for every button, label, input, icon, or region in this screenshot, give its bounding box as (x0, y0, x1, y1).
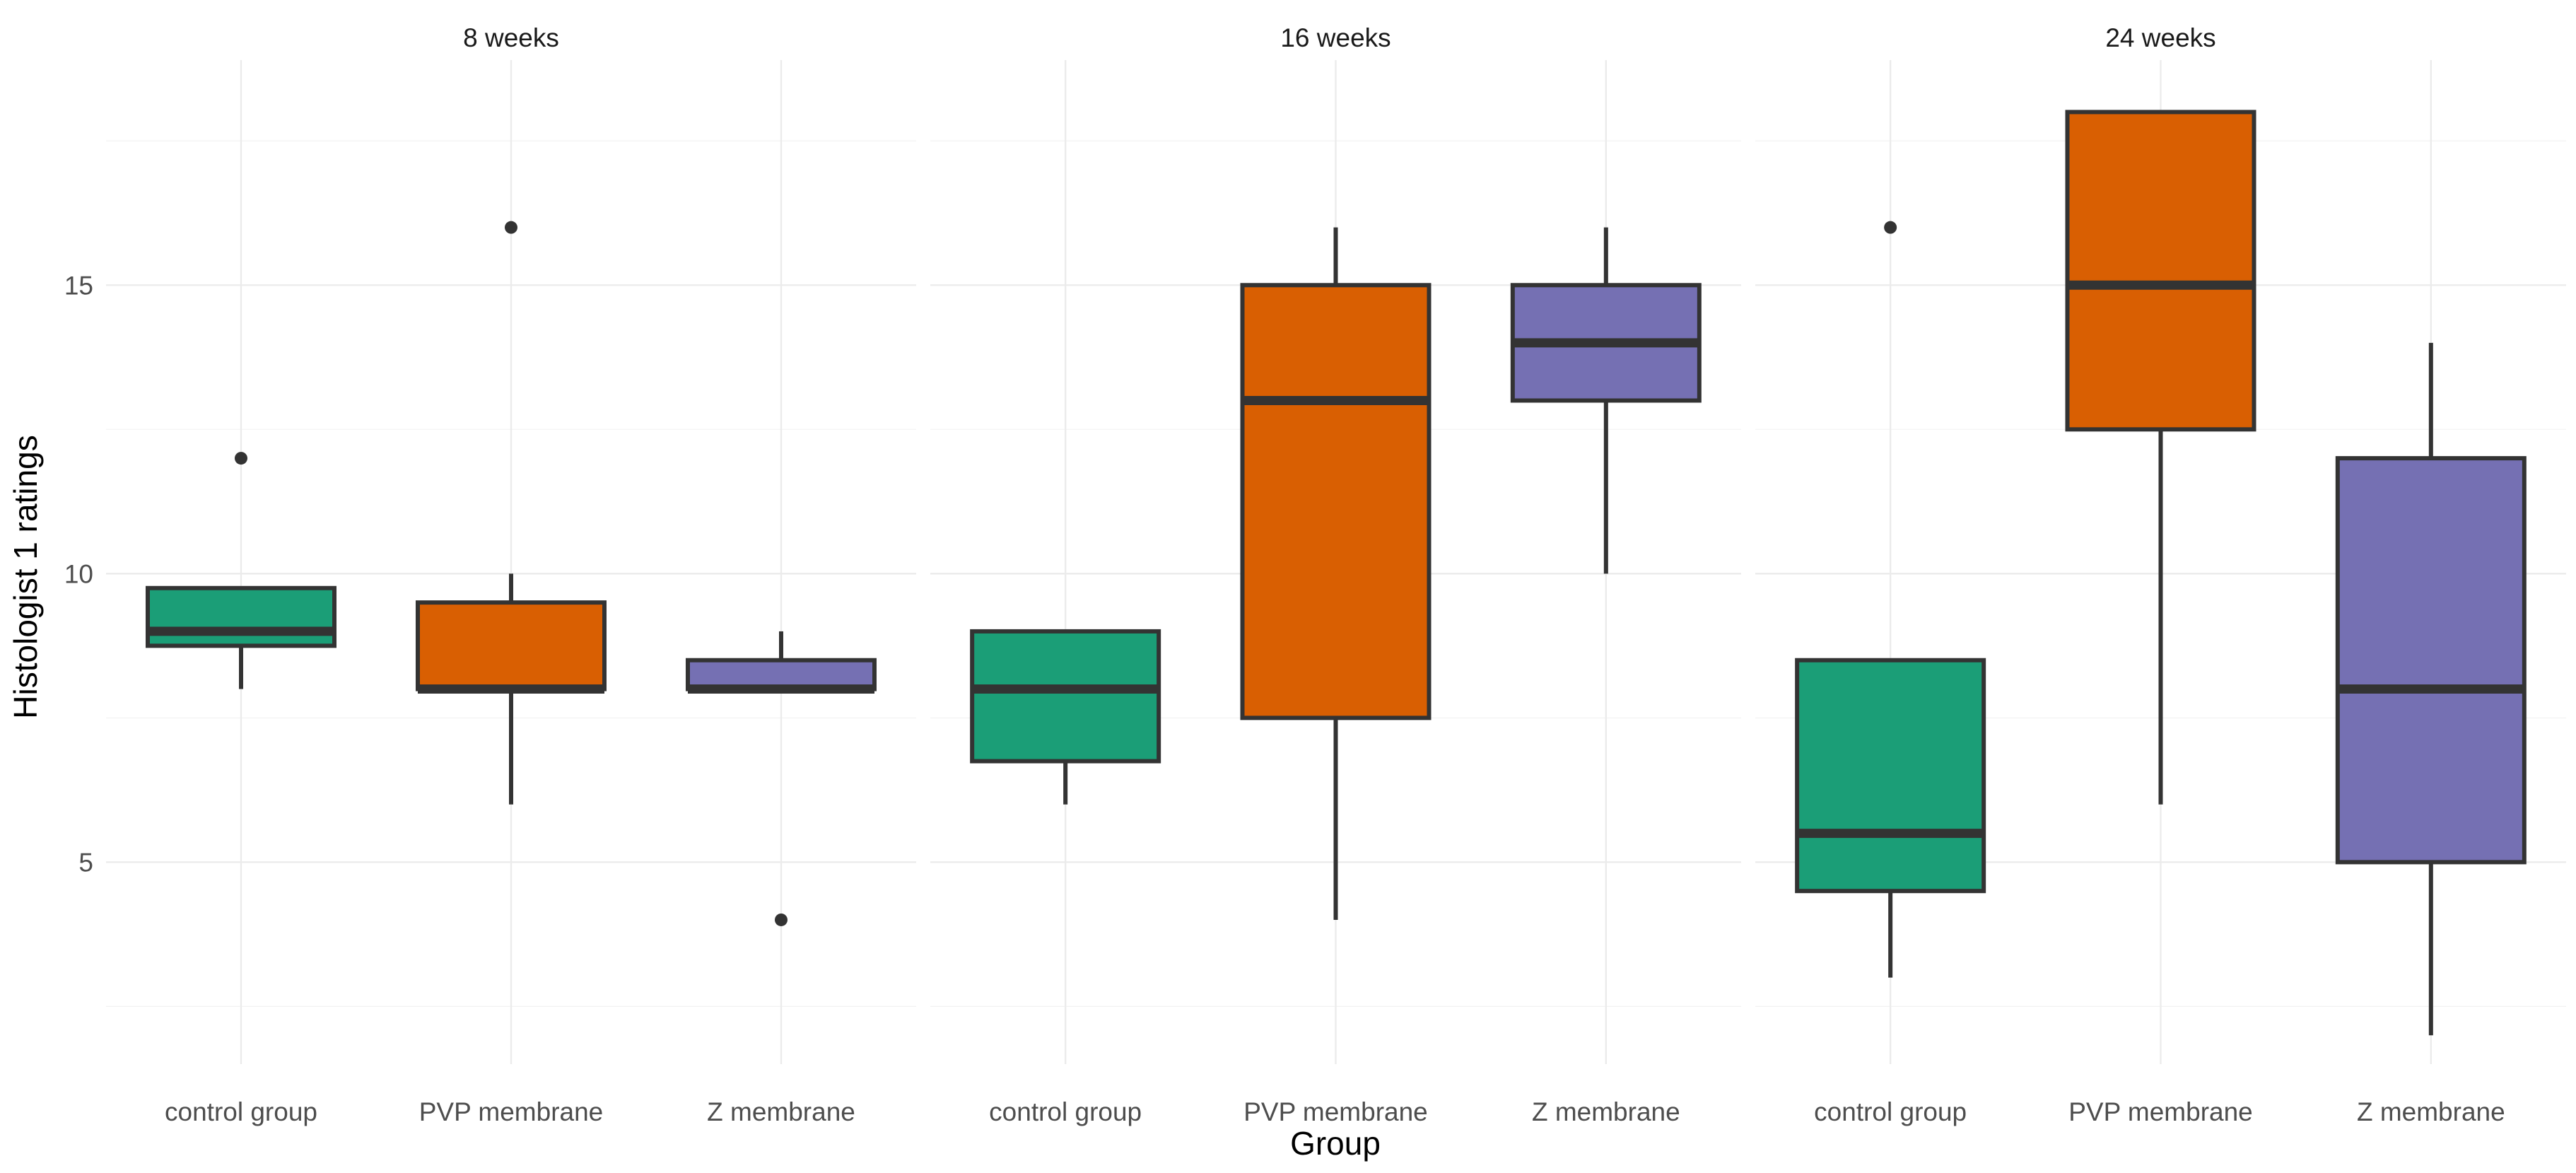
box-body (416, 600, 607, 691)
facet-title: 24 weeks (2105, 23, 2215, 52)
x-tick-label: PVP membrane (2068, 1097, 2253, 1126)
box-control-group (146, 452, 336, 689)
facet-panel: 8 weeks control group PVP membrane Z membra… (106, 23, 916, 1126)
outlier-point (505, 221, 517, 234)
box-body (1795, 658, 1986, 894)
x-tick-label: control group (989, 1097, 1142, 1126)
outlier-point (1884, 221, 1897, 234)
x-axis-title: Group (1290, 1125, 1381, 1162)
box-body (1240, 283, 1432, 720)
box-pvp-membrane (416, 221, 607, 805)
outlier-point (775, 913, 788, 926)
y-tick-label: 10 (64, 559, 93, 588)
y-tick-label: 15 (64, 271, 93, 300)
box-body (2065, 110, 2256, 432)
box-body (146, 585, 336, 648)
box-body (2335, 456, 2527, 865)
y-axis-title: Histologist 1 ratings (7, 435, 44, 718)
facet-title: 8 weeks (463, 23, 559, 52)
box-control-group (970, 629, 1161, 805)
x-tick-label: control group (165, 1097, 317, 1126)
outlier-point (235, 452, 247, 465)
x-tick-label: PVP membrane (419, 1097, 604, 1126)
x-tick-label: control group (1814, 1097, 1967, 1126)
plot-area: 8 weeks control group PVP membrane Z membra… (64, 23, 2566, 1126)
box-pvp-membrane (2065, 110, 2256, 805)
x-tick-label: PVP membrane (1243, 1097, 1428, 1126)
box-z-membrane (1510, 227, 1702, 574)
facet-panel: 16 weeks control group PVP membrane Z membr… (930, 23, 1741, 1126)
facet-panel: 24 weeks control group PVP membrane Z membr… (1755, 23, 2566, 1126)
facet-title: 16 weeks (1280, 23, 1391, 52)
y-tick-label: 5 (78, 848, 93, 877)
box-z-membrane (686, 631, 877, 926)
box-body (970, 629, 1161, 764)
x-tick-label: Z membrane (2357, 1097, 2505, 1126)
box-control-group (1795, 221, 1986, 978)
x-tick-label: Z membrane (707, 1097, 855, 1126)
x-tick-label: Z membrane (1532, 1097, 1680, 1126)
box-z-membrane (2335, 342, 2527, 1036)
box-pvp-membrane (1240, 227, 1432, 920)
